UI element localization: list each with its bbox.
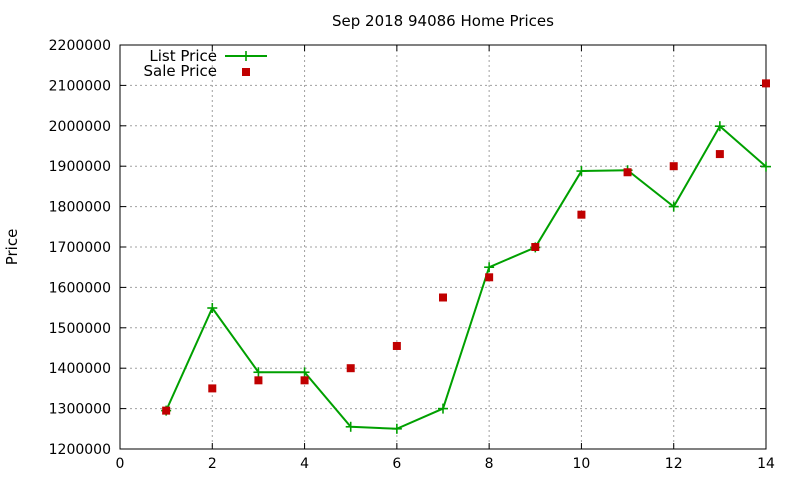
y-tick-label: 1900000 bbox=[49, 159, 111, 175]
legend-label-sale-price: Sale Price bbox=[144, 62, 217, 80]
x-tick-label: 8 bbox=[485, 456, 494, 472]
sale-price-point bbox=[392, 341, 401, 350]
sale-price-point bbox=[715, 150, 724, 159]
list-price-point bbox=[207, 303, 218, 314]
x-tick-label: 2 bbox=[208, 456, 217, 472]
y-tick-label: 2000000 bbox=[49, 119, 111, 135]
y-tick-label: 1400000 bbox=[49, 361, 111, 377]
legend-marker-list-price bbox=[241, 51, 251, 61]
list-price-point bbox=[299, 367, 310, 378]
sale-price-point bbox=[762, 79, 770, 88]
list-price-point bbox=[576, 166, 587, 177]
x-tick-label: 0 bbox=[116, 456, 125, 472]
gridlines bbox=[120, 45, 766, 449]
legend-swatches bbox=[225, 51, 267, 76]
list-price-point bbox=[484, 262, 495, 273]
sale-price-point bbox=[254, 376, 263, 385]
y-tick-label: 1300000 bbox=[49, 402, 111, 418]
sale-price-point bbox=[669, 162, 678, 171]
y-tick-label: 2100000 bbox=[49, 78, 111, 94]
sale-price-point bbox=[485, 273, 494, 282]
sale-price-point bbox=[577, 210, 586, 219]
list-price-point bbox=[761, 161, 771, 172]
chart-title: Sep 2018 94086 Home Prices bbox=[332, 12, 554, 30]
y-tick-label: 1800000 bbox=[49, 200, 111, 216]
y-axis-label: Price bbox=[3, 229, 21, 266]
x-tick-label: 12 bbox=[665, 456, 683, 472]
y-tick-label: 1600000 bbox=[49, 280, 111, 296]
data-series bbox=[161, 79, 771, 434]
sale-price-point bbox=[162, 406, 171, 415]
legend: List Price Sale Price bbox=[144, 47, 267, 80]
list-price-point bbox=[714, 121, 725, 132]
x-tick-label: 14 bbox=[757, 456, 775, 472]
list-price-point bbox=[668, 201, 679, 212]
list-price-point bbox=[391, 423, 402, 434]
list-price-point bbox=[345, 421, 356, 432]
y-tick-label: 2200000 bbox=[49, 38, 111, 54]
list-price-line bbox=[165, 124, 767, 430]
y-tick-label: 1700000 bbox=[49, 240, 111, 256]
sale-price-point bbox=[208, 384, 217, 393]
sale-price-point bbox=[531, 243, 540, 251]
list-price-point bbox=[438, 403, 448, 414]
list-price-point bbox=[253, 367, 264, 378]
legend-marker-sale-price bbox=[242, 68, 250, 76]
series-list-price bbox=[161, 121, 771, 434]
y-tick-label: 1500000 bbox=[49, 321, 111, 337]
x-tick-label: 6 bbox=[392, 456, 401, 472]
sale-price-point bbox=[300, 376, 309, 385]
x-tick-label: 10 bbox=[573, 456, 591, 472]
sale-price-point bbox=[623, 168, 632, 177]
series-sale-price bbox=[162, 79, 770, 415]
sale-price-point bbox=[439, 293, 447, 302]
sale-price-point bbox=[346, 364, 355, 373]
legend-label-list-price: List Price bbox=[149, 47, 217, 65]
x-tick-label: 4 bbox=[300, 456, 309, 472]
y-tick-label: 1200000 bbox=[49, 442, 111, 458]
tick-labels: 0 2 4 6 8 10 12 14 1200000 1300000 1400000 1500000 1… bbox=[49, 38, 775, 472]
axis-ticks bbox=[119, 44, 767, 450]
